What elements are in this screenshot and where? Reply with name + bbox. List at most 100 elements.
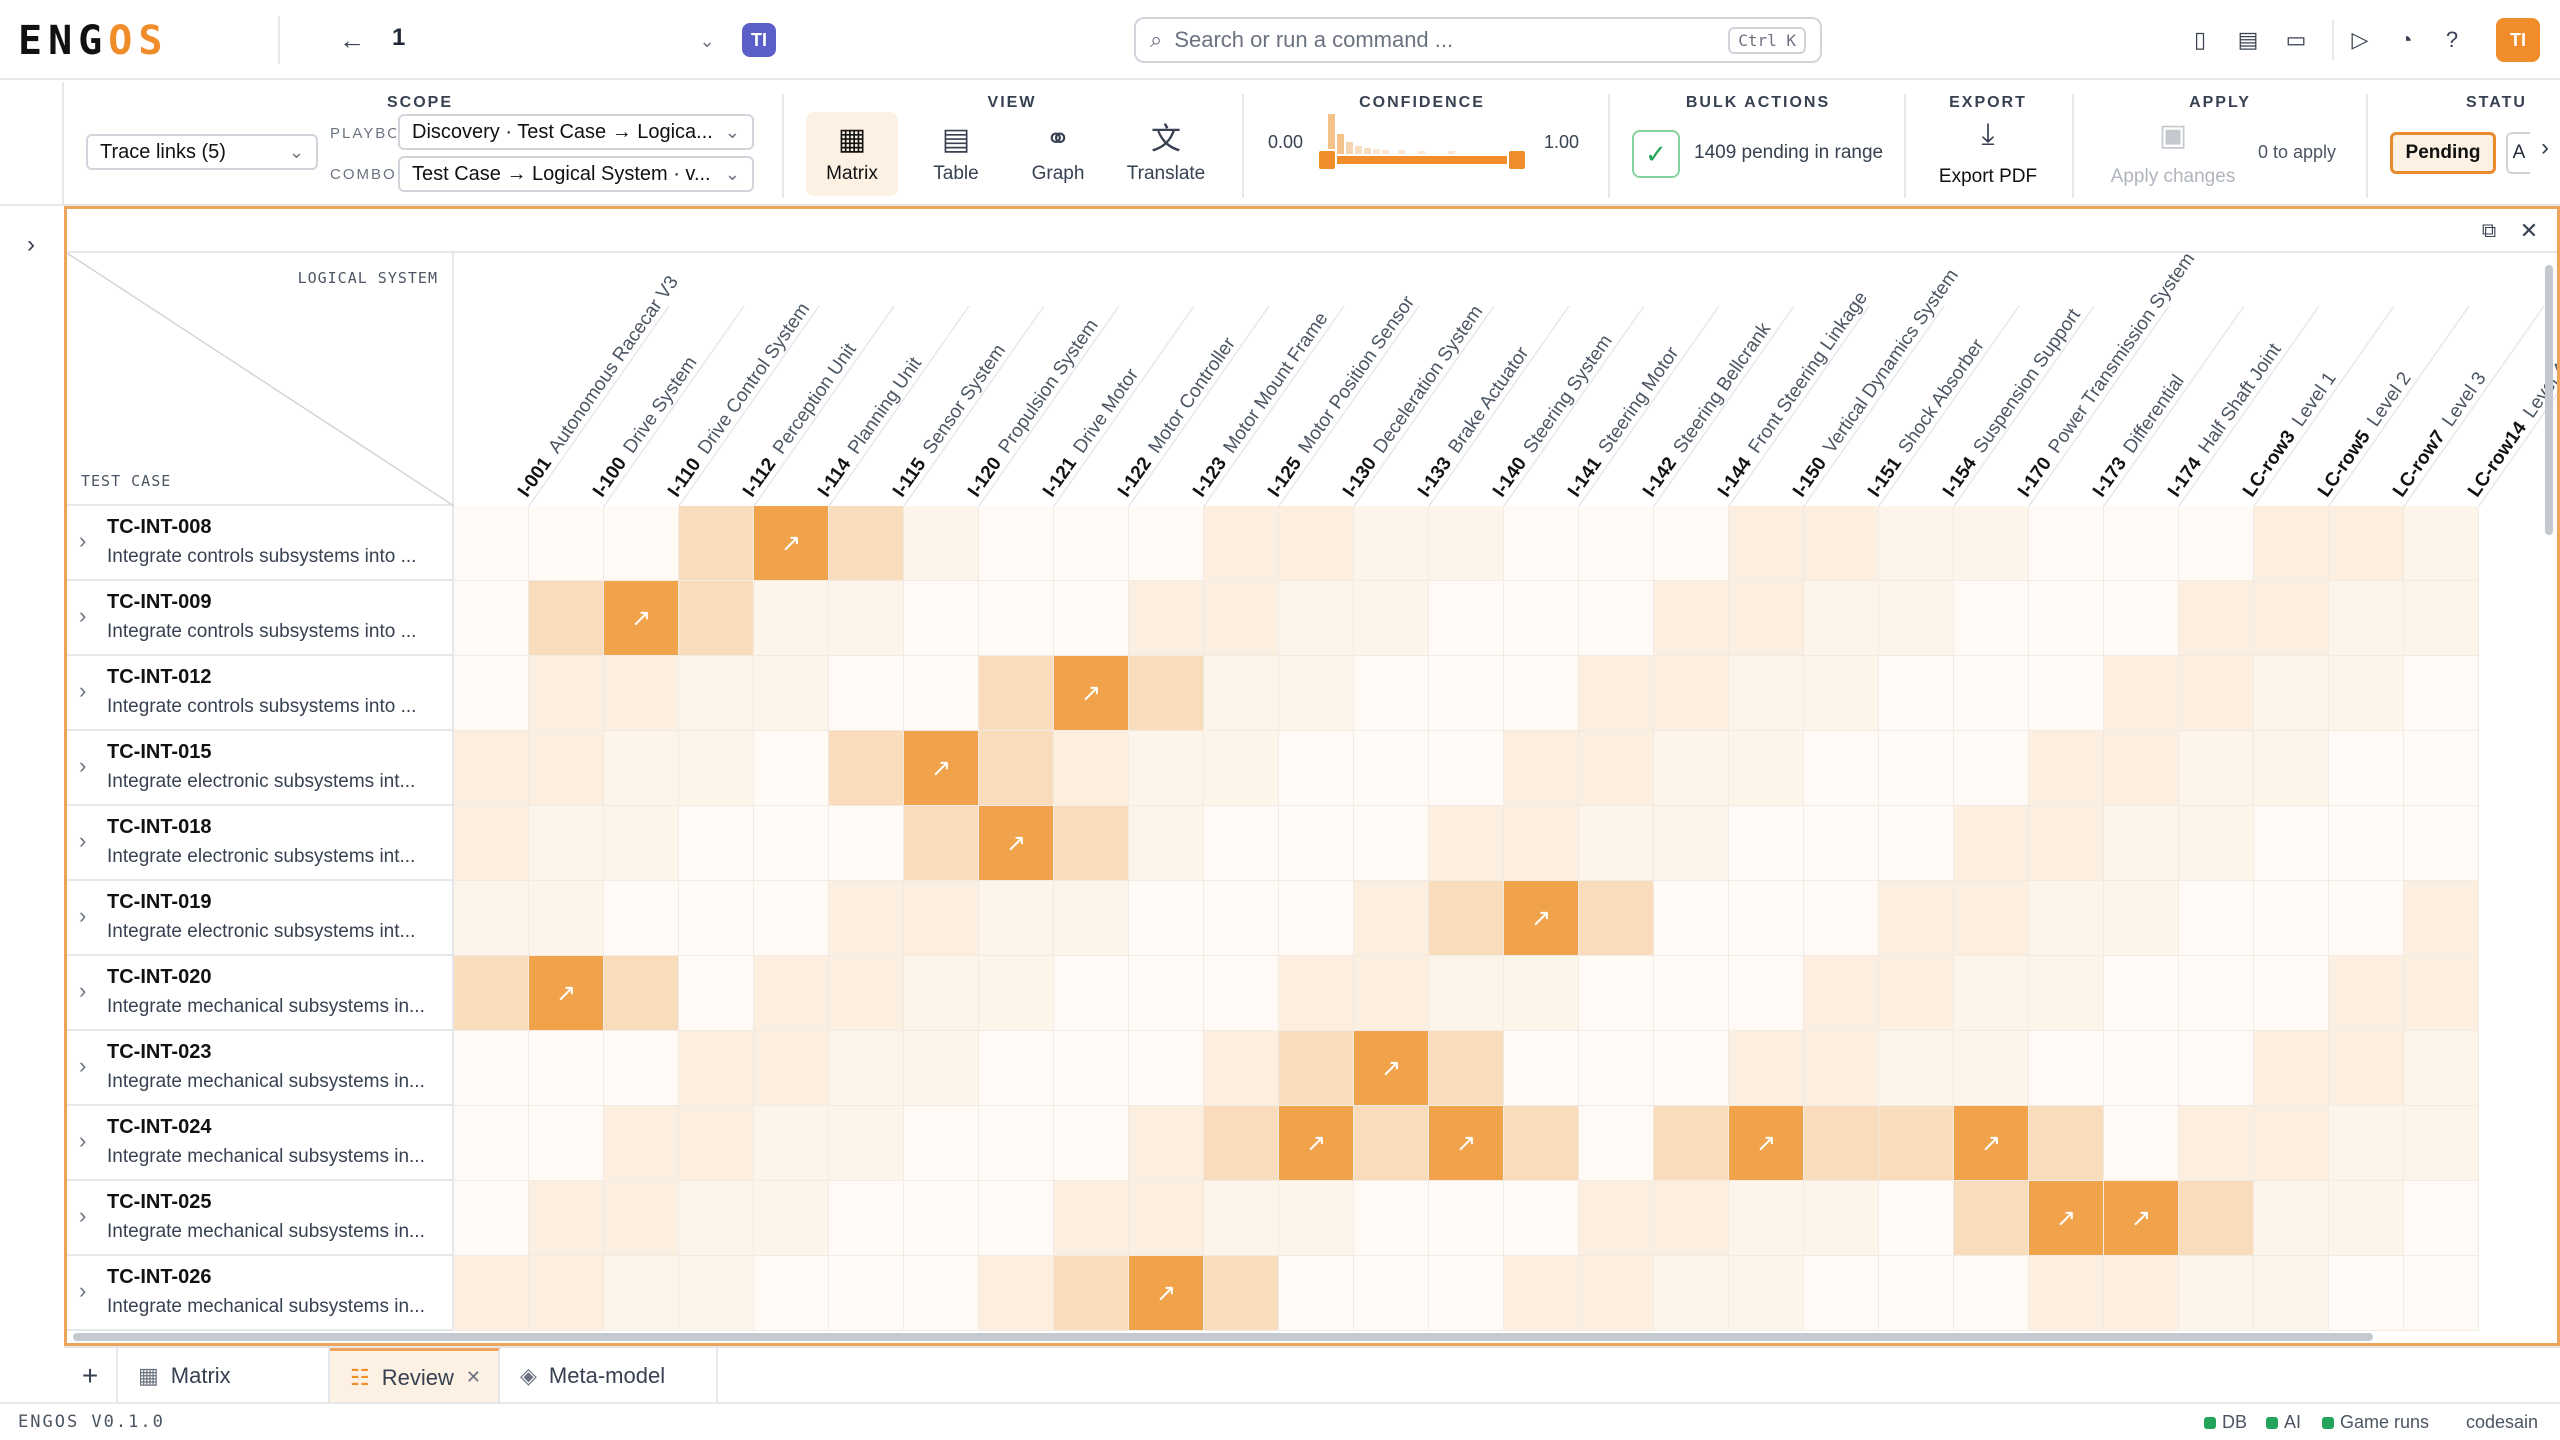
matrix-cell[interactable] [2104,656,2179,731]
matrix-cell[interactable] [2029,581,2104,656]
matrix-cell[interactable] [1879,1181,1954,1256]
matrix-cell[interactable] [1654,1181,1729,1256]
matrix-cell[interactable] [1729,806,1804,881]
matrix-cell[interactable] [1729,1031,1804,1106]
chevron-right-icon[interactable]: › [79,753,87,778]
matrix-cell[interactable] [2254,581,2329,656]
matrix-cell[interactable] [754,1181,829,1256]
matrix-cell[interactable] [829,956,904,1031]
matrix-cell[interactable] [1654,1106,1729,1181]
matrix-cell[interactable] [829,1106,904,1181]
check-icon[interactable]: ✓ [1632,130,1680,178]
matrix-cell[interactable] [1279,806,1354,881]
playbook-select[interactable]: Discovery · Test Case → Logica... ⌄ [398,114,754,150]
matrix-link-cell[interactable]: ↗ [904,731,979,806]
table-row[interactable]: › TC-INT-012 Integrate controls subsystems… [67,656,454,731]
matrix-cell[interactable] [2029,1031,2104,1106]
matrix-cell[interactable] [2104,581,2179,656]
matrix-cell[interactable] [1729,506,1804,581]
matrix-cell[interactable] [1279,656,1354,731]
matrix-cell[interactable] [2329,1256,2404,1331]
column-header[interactable]: I-154Suspension Support [1939,305,2086,501]
matrix-cell[interactable] [904,1031,979,1106]
matrix-cell[interactable] [2254,1031,2329,1106]
matrix-link-cell[interactable]: ↗ [604,581,679,656]
matrix-cell[interactable] [1279,581,1354,656]
status-pending-button[interactable]: Pending [2390,132,2496,174]
matrix-cell[interactable] [1654,1256,1729,1331]
matrix-cell[interactable] [1054,1256,1129,1331]
matrix-cell[interactable] [1354,1106,1429,1181]
matrix-cell[interactable] [829,1256,904,1331]
matrix-cell[interactable] [1504,731,1579,806]
column-header[interactable]: I-142Steering Bellcrank [1639,319,1776,502]
matrix-cell[interactable] [2104,506,2179,581]
table-row[interactable]: › TC-INT-025 Integrate mechanical subsyste… [67,1181,454,1256]
matrix-cell[interactable] [604,1256,679,1331]
matrix-cell[interactable] [2404,1106,2479,1181]
matrix-cell[interactable] [1129,806,1204,881]
matrix-cell[interactable] [904,581,979,656]
matrix-cell[interactable] [454,1031,529,1106]
matrix-cell[interactable] [1054,731,1129,806]
chevron-right-icon[interactable]: › [79,528,87,553]
matrix-cell[interactable] [2104,1031,2179,1106]
matrix-cell[interactable] [1804,1256,1879,1331]
matrix-cell[interactable] [1204,731,1279,806]
matrix-cell[interactable] [1879,656,1954,731]
layout-icon[interactable]: ▤ [2237,27,2259,52]
matrix-cell[interactable] [1054,956,1129,1031]
combo-select[interactable]: Test Case → Logical System · v... ⌄ [398,156,754,192]
matrix-cell[interactable] [2029,1106,2104,1181]
matrix-cell[interactable] [2404,1181,2479,1256]
matrix-cell[interactable] [1204,956,1279,1031]
matrix-cell[interactable] [1054,581,1129,656]
matrix-cell[interactable] [454,731,529,806]
matrix-cell[interactable] [604,506,679,581]
matrix-cell[interactable] [1804,1106,1879,1181]
matrix-cell[interactable] [2029,806,2104,881]
matrix-cell[interactable] [1954,956,2029,1031]
table-row[interactable]: › TC-INT-009 Integrate controls subsystems… [67,581,454,656]
chevron-down-icon[interactable]: ⌄ [699,30,715,51]
matrix-cell[interactable] [979,956,1054,1031]
matrix-cell[interactable] [979,1031,1054,1106]
chevron-right-icon[interactable]: › [2541,134,2549,161]
matrix-cell[interactable] [754,731,829,806]
matrix-cell[interactable] [979,581,1054,656]
matrix-cell[interactable] [1954,1031,2029,1106]
matrix-cell[interactable] [2404,956,2479,1031]
matrix-cell[interactable] [2179,1106,2254,1181]
matrix-cell[interactable] [1129,581,1204,656]
close-icon[interactable]: ✕ [2519,218,2539,243]
matrix-cell[interactable] [1954,656,2029,731]
matrix-cell[interactable] [829,581,904,656]
matrix-link-cell[interactable]: ↗ [1954,1106,2029,1181]
matrix-cell[interactable] [679,731,754,806]
close-icon[interactable]: ✕ [465,1367,481,1387]
matrix-cell[interactable] [1429,731,1504,806]
matrix-cell[interactable] [1204,581,1279,656]
matrix-cell[interactable] [829,656,904,731]
matrix-cell[interactable] [1429,1256,1504,1331]
matrix-cell[interactable] [1504,506,1579,581]
matrix-cell[interactable] [679,806,754,881]
matrix-cell[interactable] [979,1256,1054,1331]
matrix-cell[interactable] [1579,581,1654,656]
export-pdf-button[interactable]: Export PDF [1938,166,2038,187]
matrix-cell[interactable] [2179,656,2254,731]
matrix-cell[interactable] [1654,731,1729,806]
vertical-scrollbar[interactable] [2545,265,2553,535]
matrix-cell[interactable] [1279,506,1354,581]
chat-icon[interactable]: ▭ [2285,27,2307,52]
matrix-cell[interactable] [1879,1256,1954,1331]
matrix-cell[interactable] [1504,656,1579,731]
matrix-cell[interactable] [1354,806,1429,881]
matrix-cell[interactable] [2104,731,2179,806]
matrix-cell[interactable] [1279,881,1354,956]
tab-review[interactable]: ☷ Review ✕ [330,1348,500,1404]
matrix-cell[interactable] [2329,506,2404,581]
matrix-cell[interactable] [2254,1106,2329,1181]
matrix-cell[interactable] [1654,506,1729,581]
matrix-cell[interactable] [679,1031,754,1106]
